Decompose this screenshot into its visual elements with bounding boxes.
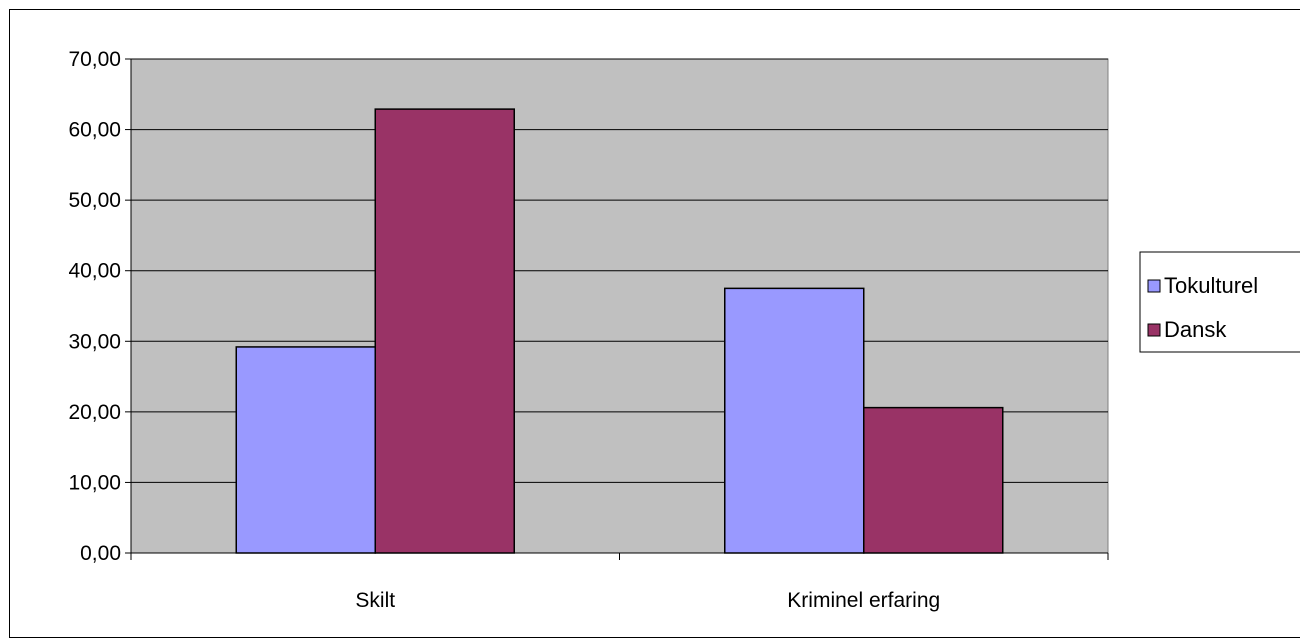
- legend: Tokulturel Dansk: [1139, 251, 1300, 353]
- x-tick-labels: Skilt Kriminel erfaring: [355, 589, 940, 612]
- x-tick-label: Kriminel erfaring: [787, 589, 940, 612]
- legend-swatch-dansk: [1147, 323, 1161, 337]
- y-tick-label: 60,00: [68, 119, 121, 142]
- y-tick-label: 70,00: [68, 48, 121, 71]
- y-tick-label: 20,00: [68, 401, 121, 424]
- legend-swatch-tokulturel: [1147, 279, 1161, 293]
- y-tick-label: 10,00: [68, 471, 121, 494]
- bar-dansk: [374, 108, 515, 554]
- legend-box: [1139, 251, 1300, 353]
- bar-dansk: [863, 406, 1004, 554]
- bar-tokulturel: [235, 346, 376, 554]
- legend-label-dansk: Dansk: [1164, 317, 1227, 342]
- y-tick-label: 30,00: [68, 330, 121, 353]
- legend-label-tokulturel: Tokulturel: [1164, 273, 1258, 298]
- bars: [235, 108, 1004, 554]
- y-tick-label: 0,00: [80, 542, 121, 565]
- y-tick-label: 50,00: [68, 189, 121, 212]
- x-tick-label: Skilt: [355, 589, 395, 612]
- y-tick-label: 40,00: [68, 260, 121, 283]
- axes: [125, 58, 1109, 560]
- bar-tokulturel: [724, 287, 865, 554]
- y-tick-labels: 0,00 10,00 20,00 30,00 40,00 50,00 60,00 70,00: [68, 48, 121, 565]
